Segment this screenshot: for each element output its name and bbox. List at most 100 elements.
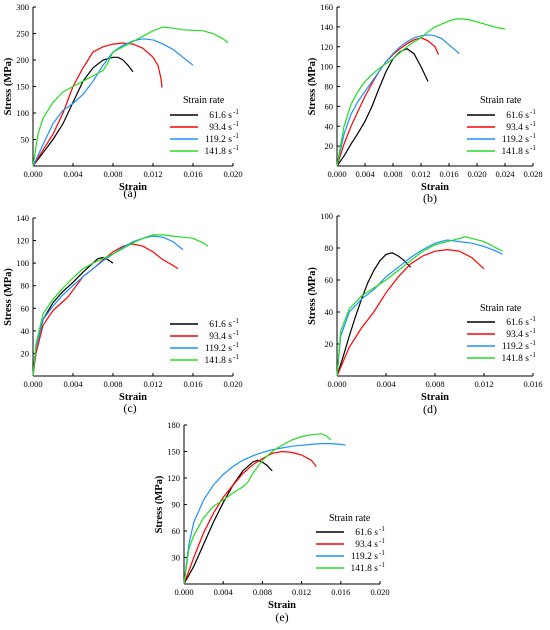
y-tick-label: 60 bbox=[172, 526, 181, 536]
series-line-4 bbox=[32, 234, 209, 377]
y-tick-label: 300 bbox=[16, 2, 29, 12]
y-axis-label: Stress (MPa) bbox=[307, 57, 318, 115]
x-tick-label: 0.016 bbox=[331, 587, 350, 597]
legend-label-exponent: -1 bbox=[530, 108, 536, 116]
legend-label-exponent: -1 bbox=[233, 353, 239, 361]
x-tick-label: 0.016 bbox=[183, 379, 202, 389]
legend-label-2: 93.4 s bbox=[355, 540, 378, 550]
legend-label-2: 93.4 s bbox=[506, 330, 529, 340]
series-line-4 bbox=[336, 236, 503, 377]
legend-label-4: 141.8 s bbox=[205, 147, 233, 157]
series-line-3 bbox=[336, 34, 460, 167]
y-tick-label: 50 bbox=[21, 135, 30, 145]
x-tick-label: 0.020 bbox=[467, 169, 486, 179]
x-tick-label: 0.008 bbox=[425, 379, 444, 389]
series-line-1 bbox=[336, 48, 429, 167]
x-tick-label: 0.016 bbox=[523, 379, 542, 389]
x-tick-label: 0.000 bbox=[327, 379, 346, 389]
x-tick-label: 0.020 bbox=[223, 379, 242, 389]
panel-label: (d) bbox=[423, 402, 437, 416]
series-line-3 bbox=[183, 443, 346, 585]
x-axis-label: Strain bbox=[421, 182, 449, 193]
y-tick-label: 20 bbox=[21, 348, 30, 358]
x-tick-label: 0.004 bbox=[376, 379, 396, 389]
y-tick-label: 20 bbox=[325, 141, 334, 151]
y-tick-label: 120 bbox=[320, 42, 333, 52]
x-tick-label: 0.012 bbox=[143, 169, 162, 179]
legend-label-exponent: -1 bbox=[233, 329, 239, 337]
legend-label-2: 93.4 s bbox=[209, 123, 232, 133]
y-axis-label: Stress (MPa) bbox=[154, 475, 165, 533]
x-tick-label: 0.012 bbox=[143, 379, 162, 389]
series-line-4 bbox=[183, 433, 332, 585]
series-line-1 bbox=[183, 459, 273, 585]
x-tick-label: 0.004 bbox=[355, 169, 375, 179]
series-line-2 bbox=[32, 243, 179, 377]
x-axis-label: Strain bbox=[119, 182, 147, 193]
x-tick-label: 0.024 bbox=[495, 169, 515, 179]
y-tick-label: 150 bbox=[16, 82, 29, 92]
x-tick-label: 0.016 bbox=[439, 169, 458, 179]
legend-label-1: 61.6 s bbox=[209, 320, 232, 330]
y-tick-label: 60 bbox=[21, 303, 30, 313]
legend-label-exponent: -1 bbox=[379, 561, 385, 569]
x-axis-label: Strain bbox=[268, 600, 296, 611]
chart-panel-e: 0.000 0.004 0.008 0.012 0.016 0.020 30 60 90 120 1… bbox=[154, 420, 390, 624]
legend-label-exponent: -1 bbox=[530, 120, 536, 128]
legend-label-4: 141.8 s bbox=[502, 147, 530, 157]
y-tick-label: 30 bbox=[172, 553, 181, 563]
series-line-2 bbox=[336, 248, 485, 377]
y-tick-label: 100 bbox=[16, 108, 29, 118]
x-tick-label: 0.020 bbox=[370, 587, 389, 597]
legend-label-exponent: -1 bbox=[530, 339, 536, 347]
series-line-3 bbox=[32, 235, 184, 377]
legend-label-3: 119.2 s bbox=[351, 552, 378, 562]
x-tick-label: 0.012 bbox=[292, 587, 311, 597]
x-tick-label: 0.012 bbox=[411, 169, 430, 179]
y-tick-label: 100 bbox=[16, 258, 29, 268]
legend-label-1: 61.6 s bbox=[506, 318, 529, 328]
legend-label-exponent: -1 bbox=[530, 351, 536, 359]
legend-label-1: 61.6 s bbox=[506, 111, 529, 121]
legend-label-3: 119.2 s bbox=[205, 344, 232, 354]
legend-label-1: 61.6 s bbox=[209, 111, 232, 121]
y-tick-label: 60 bbox=[325, 101, 334, 111]
series-line-4 bbox=[336, 18, 506, 167]
series-line-2 bbox=[183, 450, 317, 585]
y-tick-label: 60 bbox=[325, 275, 334, 285]
legend-label-4: 141.8 s bbox=[351, 564, 379, 574]
legend-title: Strain rate bbox=[329, 513, 371, 524]
y-tick-label: 20 bbox=[325, 339, 334, 349]
legend-label-2: 93.4 s bbox=[506, 123, 529, 133]
legend-label-exponent: -1 bbox=[379, 525, 385, 533]
series-line-1 bbox=[336, 252, 411, 377]
legend-label-4: 141.8 s bbox=[205, 356, 233, 366]
y-tick-label: 40 bbox=[325, 121, 334, 131]
panel-label: (e) bbox=[275, 610, 288, 624]
x-tick-label: 0.004 bbox=[214, 587, 234, 597]
x-tick-label: 0.004 bbox=[63, 379, 83, 389]
x-tick-label: 0.000 bbox=[23, 379, 42, 389]
y-axis-label: Stress (MPa) bbox=[307, 267, 318, 325]
chart-panel-c: 0.000 0.004 0.008 0.012 0.016 0.020 20 40 60 80 10… bbox=[3, 213, 243, 415]
legend-label-4: 141.8 s bbox=[502, 354, 530, 364]
y-tick-label: 40 bbox=[325, 307, 334, 317]
x-tick-label: 0.000 bbox=[327, 169, 346, 179]
y-axis-label: Stress (MPa) bbox=[3, 57, 14, 115]
legend-label-exponent: -1 bbox=[233, 108, 239, 116]
y-tick-label: 90 bbox=[172, 500, 181, 510]
y-tick-label: 80 bbox=[21, 281, 30, 291]
panel-label: (c) bbox=[123, 401, 136, 415]
legend-label-exponent: -1 bbox=[233, 144, 239, 152]
legend-label-exponent: -1 bbox=[233, 341, 239, 349]
y-tick-label: 100 bbox=[320, 211, 333, 221]
y-tick-label: 120 bbox=[16, 236, 29, 246]
x-tick-label: 0.000 bbox=[23, 169, 42, 179]
chart-panel-b: 0.000 0.004 0.008 0.012 0.016 0.020 0.024 0.028… bbox=[307, 2, 543, 205]
x-tick-label: 0.012 bbox=[474, 379, 493, 389]
series-line-3 bbox=[336, 239, 503, 377]
chart-panel-a: 0.000 0.004 0.008 0.012 0.016 0.020 50 100 150 20… bbox=[3, 2, 243, 200]
x-axis-label: Strain bbox=[119, 392, 147, 403]
y-tick-label: 40 bbox=[21, 326, 30, 336]
